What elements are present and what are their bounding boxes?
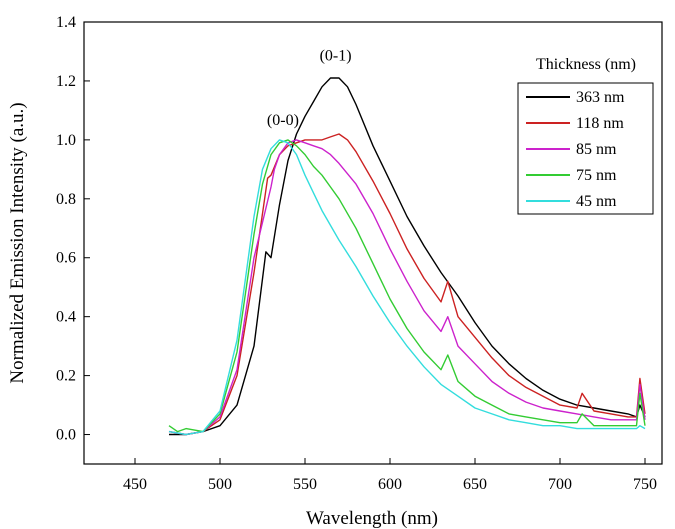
y-tick-label: 0.6 (56, 250, 76, 267)
series-line-45-nm (168, 139, 646, 436)
x-axis-title: Wavelength (nm) (306, 508, 438, 529)
x-tick-label: 650 (463, 476, 487, 493)
y-tick-label: 1.2 (56, 73, 76, 90)
series-line-85-nm (168, 139, 646, 436)
y-tick-label: 0.2 (56, 368, 76, 385)
y-axis: 0.0 0.2 0.4 0.6 0.8 1.0 1.2 1.4 (56, 14, 90, 444)
x-tick-label: 700 (548, 476, 572, 493)
x-tick-label: 750 (633, 476, 657, 493)
x-tick-label: 550 (293, 476, 317, 493)
y-axis-title: Normalized Emission Intensity (a.u.) (7, 102, 28, 383)
legend-label: 75 nm (576, 167, 617, 184)
x-tick-label: 600 (378, 476, 402, 493)
legend: 363 nm 118 nm 85 nm 75 nm 45 nm (517, 82, 654, 215)
legend-title: Thickness (nm) (536, 56, 636, 73)
y-tick-label: 1.0 (56, 132, 76, 149)
series-line-118-nm (168, 133, 646, 436)
peak-annotation: (0-0) (267, 112, 299, 129)
x-axis: 450 500 550 600 650 700 750 (123, 458, 657, 493)
legend-label: 45 nm (576, 193, 617, 210)
y-tick-label: 0.0 (56, 427, 76, 444)
y-tick-label: 1.4 (56, 14, 76, 31)
plot-frame (83, 21, 663, 465)
legend-label: 363 nm (576, 89, 625, 106)
legend-label: 85 nm (576, 141, 617, 158)
y-tick-label: 0.4 (56, 309, 76, 326)
legend-label: 118 nm (576, 115, 624, 132)
peak-annotations: (0-1) (0-0) (267, 47, 352, 129)
y-tick-label: 0.8 (56, 191, 76, 208)
x-tick-label: 500 (208, 476, 232, 493)
peak-annotation: (0-1) (320, 47, 352, 64)
series-line-363-nm (169, 77, 646, 436)
series-line-75-nm (168, 139, 646, 433)
series-lines (168, 77, 646, 436)
x-tick-label: 450 (123, 476, 147, 493)
